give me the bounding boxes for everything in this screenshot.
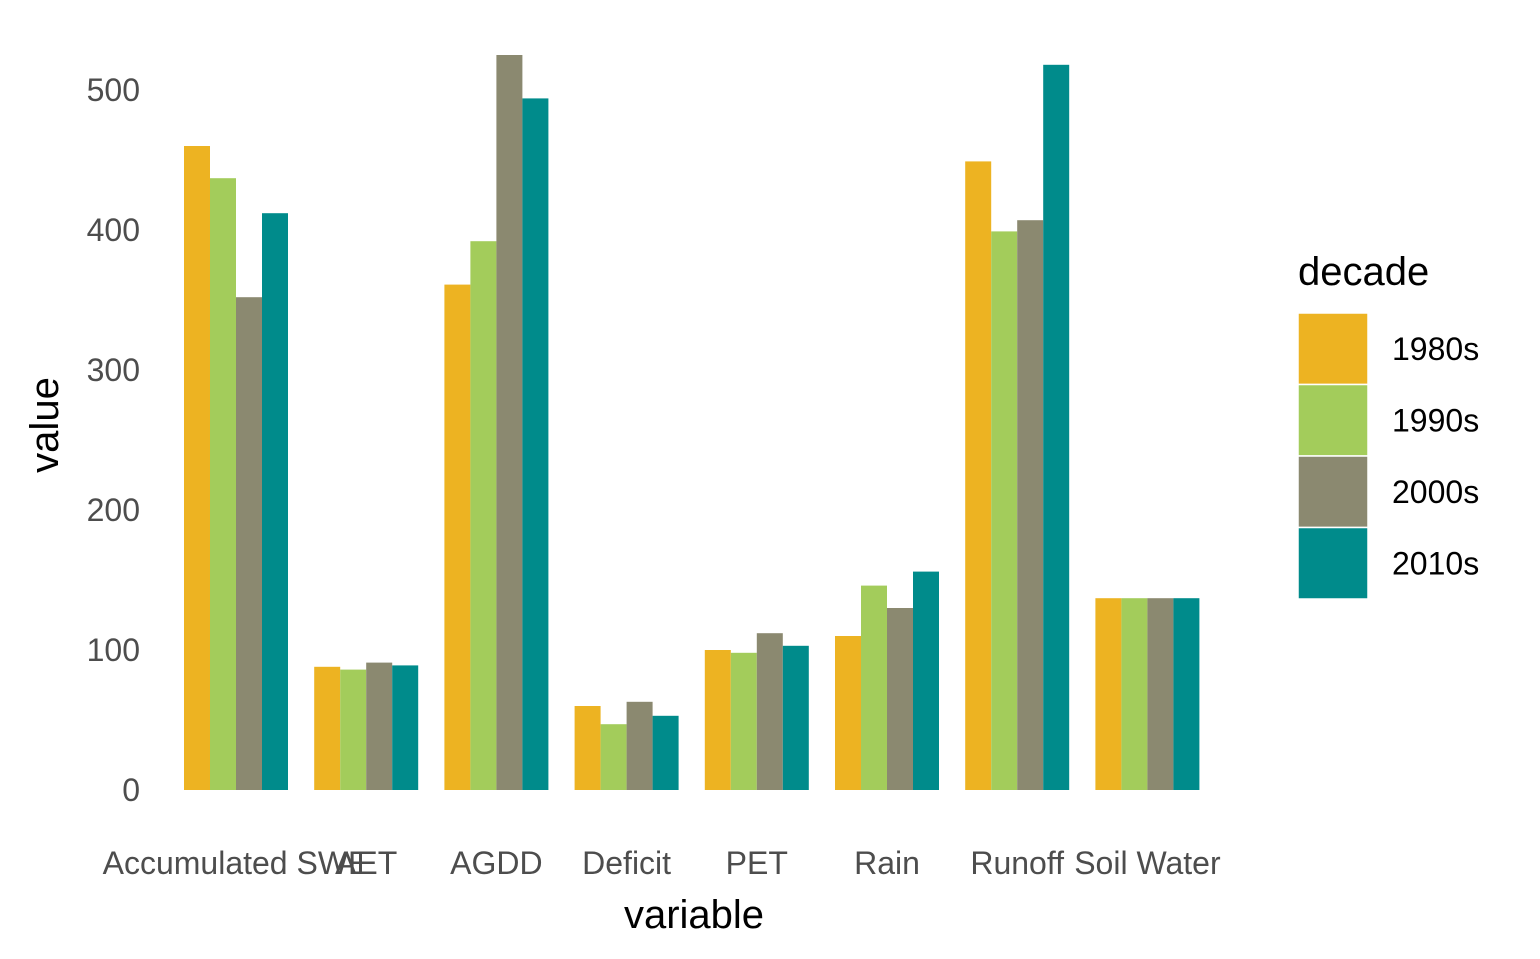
bar-1980s-pet xyxy=(704,650,731,790)
bar-2000s-soil-water xyxy=(1147,598,1174,790)
legend-label-1990s: 1990s xyxy=(1392,402,1479,438)
bar-1990s-agdd xyxy=(470,241,497,790)
bar-1980s-deficit xyxy=(574,706,601,790)
bar-2010s-agdd xyxy=(522,98,549,790)
legend-key-2010s xyxy=(1297,526,1369,600)
x-tick-label: Runoff xyxy=(970,845,1064,881)
bar-1980s-agdd xyxy=(444,284,471,790)
x-tick-label: AGDD xyxy=(450,845,542,881)
x-tick-label: Accumulated SWE xyxy=(103,845,370,881)
x-tick-label: Deficit xyxy=(582,845,671,881)
bar-2000s-agdd xyxy=(496,55,523,790)
y-tick-label: 100 xyxy=(87,632,140,668)
bar-2010s-aet xyxy=(392,665,419,790)
bar-2010s-accumulated-swe xyxy=(262,213,288,790)
x-tick-label: Rain xyxy=(854,845,920,881)
bar-1980s-runoff xyxy=(965,161,992,790)
bar-2000s-aet xyxy=(366,662,393,790)
bar-2000s-pet xyxy=(756,633,783,790)
legend-label-2000s: 2000s xyxy=(1392,474,1479,510)
bar-1980s-aet xyxy=(314,666,341,790)
bar-1990s-deficit xyxy=(600,724,627,790)
x-axis-title: variable xyxy=(624,893,764,937)
legend-title: decade xyxy=(1298,250,1429,294)
legend-key-1990s xyxy=(1297,383,1369,457)
plot-bars xyxy=(184,55,1200,791)
bar-2010s-deficit xyxy=(652,715,679,790)
y-tick-label: 400 xyxy=(87,212,140,248)
legend-key-2000s xyxy=(1297,455,1369,529)
y-tick-label: 200 xyxy=(87,492,140,528)
bar-2010s-rain xyxy=(913,571,939,790)
bar-2010s-pet xyxy=(782,645,809,790)
bar-1990s-accumulated-swe xyxy=(210,178,236,790)
legend-label-1980s: 1980s xyxy=(1392,331,1479,367)
bar-2010s-runoff xyxy=(1043,64,1070,791)
x-tick-label: PET xyxy=(726,845,788,881)
x-tick-label: AET xyxy=(335,845,397,881)
bar-1980s-rain xyxy=(835,636,861,790)
bar-1990s-soil-water xyxy=(1121,598,1148,790)
y-axis-title: value xyxy=(23,377,67,473)
bar-1980s-soil-water xyxy=(1095,598,1122,790)
bar-2000s-runoff xyxy=(1017,220,1044,790)
bar-1990s-pet xyxy=(730,652,757,790)
bar-1990s-rain xyxy=(861,585,887,790)
bar-2000s-deficit xyxy=(626,701,653,790)
bar-2000s-rain xyxy=(887,608,913,790)
legend-key-1980s xyxy=(1297,312,1369,386)
y-tick-label: 500 xyxy=(87,72,140,108)
legend: decade 1980s 1990s 2000s 2010s xyxy=(1297,250,1479,600)
y-tick-label: 0 xyxy=(122,772,140,808)
bar-1990s-runoff xyxy=(991,231,1018,790)
x-tick-label: Soil Water xyxy=(1074,845,1221,881)
bar-1980s-accumulated-swe xyxy=(184,146,210,790)
legend-label-2010s: 2010s xyxy=(1392,545,1479,581)
bar-1990s-aet xyxy=(340,669,367,790)
y-tick-label: 300 xyxy=(87,352,140,388)
bar-2010s-soil-water xyxy=(1173,598,1200,790)
y-axis-ticks: 0 100 200 300 400 500 xyxy=(87,72,140,808)
bar-2000s-accumulated-swe xyxy=(236,297,262,790)
